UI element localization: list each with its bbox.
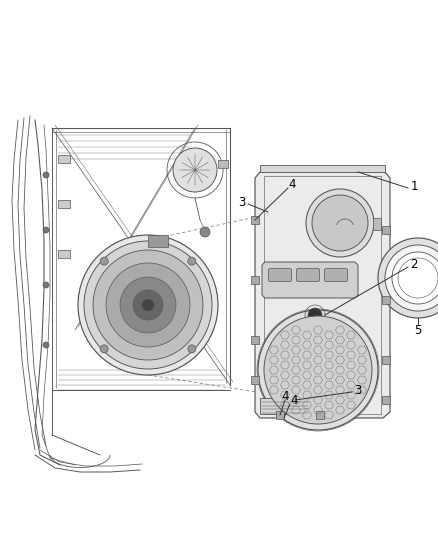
Circle shape [43,227,49,233]
Circle shape [120,277,176,333]
Circle shape [312,195,368,251]
Text: 4: 4 [288,177,296,190]
Bar [148,235,168,247]
Bar [316,411,324,419]
Text: 5: 5 [414,324,422,336]
Circle shape [188,345,196,353]
Circle shape [173,148,217,192]
Circle shape [308,308,322,322]
Bar [251,336,259,344]
Circle shape [392,252,438,304]
Text: 1: 1 [410,180,418,192]
Circle shape [100,345,108,353]
Circle shape [43,172,49,178]
Circle shape [106,263,190,347]
Circle shape [258,310,378,430]
Bar [382,226,390,234]
Bar [58,155,70,163]
Bar [251,216,259,224]
Bar [382,296,390,304]
Text: 3: 3 [238,196,246,208]
Circle shape [84,241,212,369]
Circle shape [306,189,374,257]
Bar [382,356,390,364]
Circle shape [133,290,163,320]
Bar [382,396,390,404]
Circle shape [188,257,196,265]
Text: 4: 4 [290,394,298,408]
Bar [251,276,259,284]
Circle shape [43,282,49,288]
FancyBboxPatch shape [325,269,347,281]
FancyBboxPatch shape [297,269,319,281]
Circle shape [100,257,108,265]
Bar [58,250,70,258]
Text: 4: 4 [281,390,289,402]
Circle shape [200,227,210,237]
Polygon shape [260,165,385,172]
Bar [218,160,228,168]
Circle shape [142,299,154,311]
Polygon shape [260,398,310,414]
Text: 3: 3 [354,384,362,397]
Circle shape [385,245,438,311]
Bar [58,200,70,208]
Circle shape [378,238,438,318]
Bar [251,376,259,384]
FancyBboxPatch shape [268,269,292,281]
Polygon shape [262,262,358,298]
Bar [276,411,284,419]
Circle shape [93,250,203,360]
Bar [373,218,381,230]
Circle shape [43,342,49,348]
Text: 2: 2 [410,259,418,271]
Polygon shape [255,172,390,418]
Circle shape [78,235,218,375]
Circle shape [264,316,372,424]
